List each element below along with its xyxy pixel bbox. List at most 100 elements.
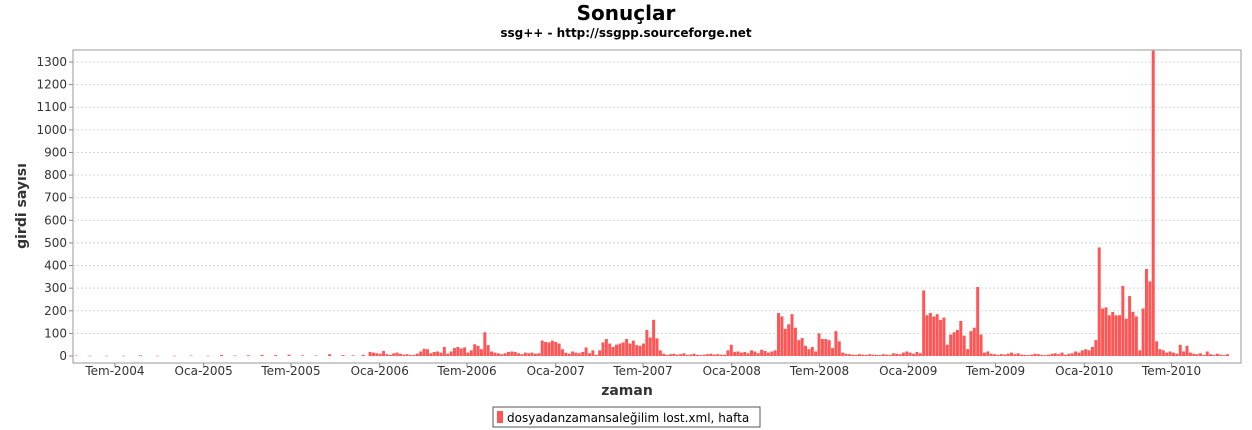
bar [392,353,396,356]
bar [476,345,480,356]
bar [189,355,193,357]
bar [206,355,210,357]
bar [571,351,575,356]
bar [763,351,767,356]
bar [1063,354,1067,356]
bar [726,350,730,356]
bar [560,349,564,356]
bar [979,334,983,356]
bar [679,354,683,356]
bar [777,313,781,356]
bar [1175,353,1179,356]
bar [723,354,726,356]
x-tick-label: Tem-2005 [260,364,320,378]
bar [1020,354,1024,356]
bar [635,345,639,356]
bar [533,353,537,356]
bar [615,344,618,356]
x-axis: Tem-2004 Oca-2005 Tem-2005 Oca-2006 Tem-2006… [84,363,1201,378]
bar [648,337,652,356]
x-tick-label: Oca-2009 [879,364,937,378]
x-tick-label: Oca-2005 [175,364,233,378]
bar [1090,346,1094,356]
bar [490,351,494,356]
bar [432,351,436,356]
bar [1087,350,1091,356]
bar [645,329,649,356]
bar [702,354,706,356]
bar [972,327,976,356]
legend-box [492,406,761,428]
bar [1219,354,1223,356]
bar [419,351,423,356]
bar [844,353,848,356]
bar [864,354,868,356]
bar [1013,354,1017,356]
bar [436,351,440,356]
bar [804,345,808,356]
bar [1026,355,1030,356]
bar [756,353,760,356]
bar [220,354,224,356]
bar [473,344,477,356]
bar [314,355,318,357]
bar [375,353,379,356]
bar [827,340,831,356]
y-tick-label: 200 [44,304,67,318]
bar [854,354,858,356]
x-tick-label: Oca-2007 [527,364,585,378]
bar [608,343,612,356]
bar [989,353,993,356]
x-tick-label: Tem-2008 [789,364,849,378]
bar [841,352,845,356]
bar [588,353,591,356]
bar [1188,352,1192,356]
bar [1134,316,1138,356]
bar [446,353,450,356]
bar [1043,355,1047,356]
bar [540,340,544,356]
bar [665,354,669,356]
y-tick-label: 400 [44,259,67,273]
bar [935,314,939,356]
bar [1023,354,1027,356]
x-tick-label: Oca-2006 [351,364,409,378]
bar [959,320,963,356]
bar [982,352,986,356]
bar [469,350,473,356]
bar [1124,318,1128,356]
bar [274,355,278,356]
bar [891,353,895,356]
bar [517,353,521,356]
y-tick-label: 1300 [36,55,67,69]
bar [750,350,753,356]
bar [594,354,598,356]
y-tick-label: 600 [44,213,67,227]
bar [409,355,413,356]
bar [1006,353,1010,356]
bar [527,353,531,356]
bar [1070,353,1074,356]
bar [662,353,666,356]
bar [834,331,838,356]
bar [797,340,801,356]
bar [388,354,392,356]
y-axis: 0 100 200 300 400 500 600 700 800 900 1000 1100 1200… [36,55,73,363]
bar [577,353,581,356]
bar [513,351,517,356]
bar [442,346,446,356]
bar [770,351,774,356]
bar [547,342,551,356]
bar [550,340,554,356]
bar [625,339,629,356]
bar [1205,351,1209,356]
bar [557,343,561,356]
bar [1158,349,1162,356]
bar [247,355,251,356]
bar [915,351,919,356]
bar [405,354,409,356]
x-tick-label: Tem-2007 [612,364,672,378]
bar [1003,354,1007,356]
bar [753,351,757,356]
bar [1192,353,1196,356]
